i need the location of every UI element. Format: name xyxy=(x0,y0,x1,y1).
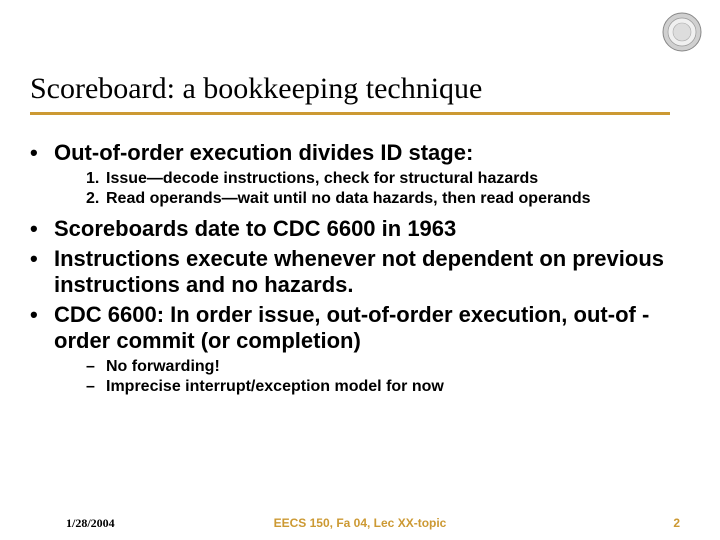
item-text: Imprecise interrupt/exception model for … xyxy=(106,378,444,396)
bullet-item: • Out-of-order execution divides ID stag… xyxy=(30,140,690,166)
bullet-text: CDC 6600: In order issue, out-of-order e… xyxy=(54,302,690,354)
bullet-item: • CDC 6600: In order issue, out-of-order… xyxy=(30,302,690,354)
bullet-marker: • xyxy=(30,302,54,354)
item-rest: —wait until no data hazards, then read o… xyxy=(222,190,591,207)
sublist-item: – No forwarding! xyxy=(86,358,690,376)
sublist-item: 2. Read operands—wait until no data haza… xyxy=(86,190,690,208)
numbered-sublist: 1. Issue—decode instructions, check for … xyxy=(86,170,690,208)
item-bold: Issue xyxy=(106,170,147,187)
dash-marker: – xyxy=(86,358,106,376)
item-number: 1. xyxy=(86,170,106,188)
bullet-item: • Scoreboards date to CDC 6600 in 1963 xyxy=(30,216,690,242)
sublist-item: – Imprecise interrupt/exception model fo… xyxy=(86,378,690,396)
bullet-marker: • xyxy=(30,246,54,298)
slide-title: Scoreboard: a bookkeeping technique xyxy=(30,72,690,106)
dash-marker: – xyxy=(86,378,106,396)
item-text: No forwarding! xyxy=(106,358,220,376)
footer-center: EECS 150, Fa 04, Lec XX-topic xyxy=(0,516,720,530)
bullet-item: • Instructions execute whenever not depe… xyxy=(30,246,690,298)
dash-sublist: – No forwarding! – Imprecise interrupt/e… xyxy=(86,358,690,396)
item-bold: Read operands xyxy=(106,190,222,207)
footer-page: 2 xyxy=(673,516,680,530)
title-underline xyxy=(30,112,670,115)
title-block: Scoreboard: a bookkeeping technique xyxy=(30,72,690,115)
seal-icon xyxy=(662,12,702,52)
seal-logo xyxy=(662,12,702,52)
item-text: Read operands—wait until no data hazards… xyxy=(106,190,591,208)
bullet-text: Instructions execute whenever not depend… xyxy=(54,246,690,298)
sublist-item: 1. Issue—decode instructions, check for … xyxy=(86,170,690,188)
slide: Scoreboard: a bookkeeping technique • Ou… xyxy=(0,0,720,540)
bullet-text: Scoreboards date to CDC 6600 in 1963 xyxy=(54,216,690,242)
item-text: Issue—decode instructions, check for str… xyxy=(106,170,538,188)
bullet-text: Out-of-order execution divides ID stage: xyxy=(54,140,690,166)
bullet-marker: • xyxy=(30,216,54,242)
bullet-marker: • xyxy=(30,140,54,166)
body: • Out-of-order execution divides ID stag… xyxy=(30,140,690,398)
item-number: 2. xyxy=(86,190,106,208)
item-rest: —decode instructions, check for structur… xyxy=(147,170,538,187)
